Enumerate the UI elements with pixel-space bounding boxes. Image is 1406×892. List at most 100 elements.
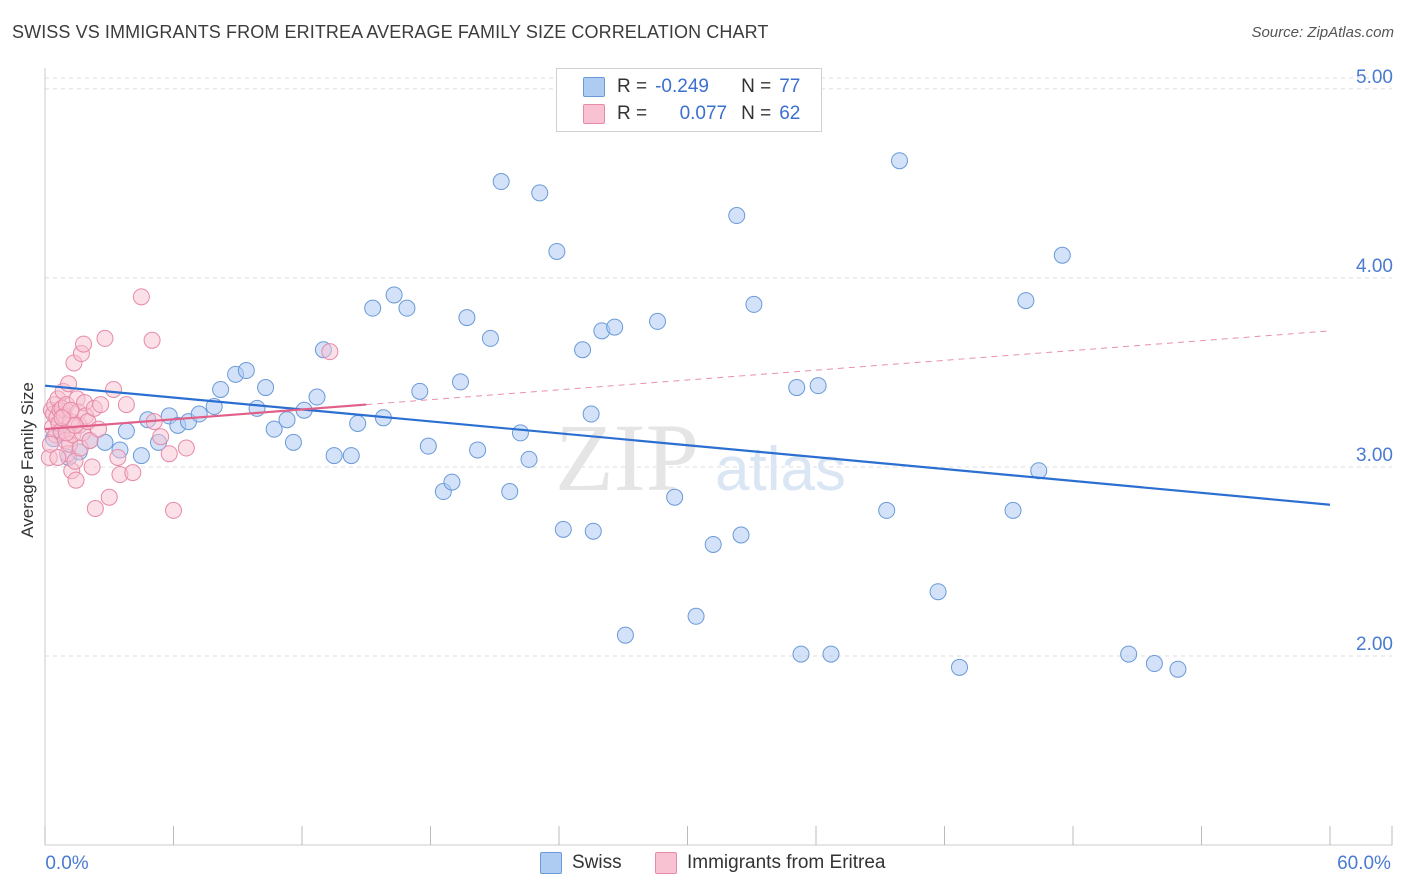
eritrea-point bbox=[143, 331, 161, 349]
legend-row-swiss: R = -0.249 N = 77 bbox=[557, 73, 800, 101]
swiss-point bbox=[554, 520, 572, 538]
eritrea-point bbox=[321, 343, 339, 361]
trend-lines bbox=[44, 330, 1331, 506]
swiss-points bbox=[45, 152, 1187, 678]
swiss-r-label: R = bbox=[617, 76, 648, 97]
swiss-point bbox=[511, 424, 529, 442]
eritrea-swatch bbox=[583, 104, 605, 124]
eritrea-n-value: 62 bbox=[779, 103, 801, 124]
watermark-atlas: atlas bbox=[715, 435, 846, 504]
eritrea-point bbox=[152, 428, 170, 446]
swiss-point bbox=[501, 483, 519, 501]
eritrea-point bbox=[83, 458, 101, 476]
swiss-point bbox=[878, 501, 896, 519]
swiss-point bbox=[237, 362, 255, 380]
swiss-point bbox=[325, 447, 343, 465]
correlation-legend: R = -0.249 N = 77 R = 0.077 N = 62 bbox=[556, 68, 822, 132]
swiss-point bbox=[704, 535, 722, 553]
eritrea-point bbox=[109, 449, 127, 466]
y-tick-label: 3.00 bbox=[1356, 445, 1393, 466]
swiss-r-value: -0.249 bbox=[655, 76, 709, 97]
swiss-point bbox=[117, 422, 135, 440]
swiss-point bbox=[492, 173, 510, 191]
swiss-point bbox=[666, 488, 684, 506]
swiss-point bbox=[584, 522, 602, 540]
swiss-point bbox=[419, 437, 437, 455]
swiss-point bbox=[1004, 501, 1022, 519]
swiss-point bbox=[265, 420, 283, 438]
swiss-point bbox=[531, 184, 549, 202]
swiss-point bbox=[732, 526, 750, 544]
eritrea-trend-line bbox=[44, 403, 367, 431]
bottom-eritrea-swatch bbox=[655, 852, 677, 874]
swiss-trend-line bbox=[44, 384, 1331, 506]
swiss-point bbox=[649, 312, 667, 330]
eritrea-point bbox=[124, 464, 142, 482]
y-tick-label: 5.00 bbox=[1356, 67, 1393, 88]
swiss-point bbox=[1120, 645, 1138, 663]
swiss-point bbox=[1145, 655, 1163, 673]
swiss-point bbox=[616, 626, 634, 644]
swiss-point bbox=[548, 242, 566, 260]
swiss-point bbox=[212, 380, 230, 398]
swiss-point bbox=[349, 414, 367, 432]
y-tick-label: 2.00 bbox=[1356, 634, 1393, 655]
swiss-point bbox=[385, 286, 403, 304]
eritrea-point bbox=[177, 439, 195, 457]
swiss-point bbox=[451, 373, 469, 391]
swiss-point bbox=[132, 447, 150, 465]
swiss-point bbox=[190, 405, 208, 423]
swiss-n-value: 77 bbox=[779, 76, 801, 97]
x-tick-label-max: 60.0% bbox=[1337, 853, 1391, 874]
y-axis-title: Average Family Size bbox=[18, 382, 37, 538]
swiss-point bbox=[809, 377, 827, 395]
eritrea-r-label: R = bbox=[617, 103, 648, 124]
swiss-point bbox=[1053, 246, 1071, 264]
swiss-point bbox=[728, 207, 746, 225]
eritrea-point bbox=[75, 335, 93, 353]
swiss-point bbox=[950, 658, 968, 676]
eritrea-point bbox=[49, 449, 67, 466]
swiss-point bbox=[687, 607, 705, 625]
swiss-point bbox=[891, 152, 909, 170]
swiss-point bbox=[745, 295, 763, 313]
swiss-point bbox=[582, 405, 600, 423]
eritrea-point bbox=[67, 471, 85, 489]
bottom-legend-eritrea: Immigrants from Eritrea bbox=[655, 852, 885, 874]
eritrea-point bbox=[165, 501, 182, 519]
swiss-point bbox=[606, 318, 624, 336]
bottom-swiss-label: Swiss bbox=[572, 852, 622, 873]
swiss-point bbox=[788, 379, 806, 397]
swiss-point bbox=[342, 447, 360, 465]
swiss-point bbox=[257, 379, 275, 397]
eritrea-point bbox=[96, 329, 114, 347]
swiss-point bbox=[308, 388, 326, 406]
swiss-swatch bbox=[583, 77, 605, 97]
swiss-n-label: N = bbox=[741, 76, 772, 97]
bottom-legend-swiss: Swiss bbox=[540, 852, 622, 874]
tick-labels: 2.00 3.00 4.00 5.00 0.0% 60.0% bbox=[45, 67, 1393, 874]
swiss-point bbox=[284, 433, 302, 451]
eritrea-trend-line-extension bbox=[366, 330, 1331, 406]
eritrea-point bbox=[132, 288, 150, 306]
swiss-point bbox=[278, 411, 296, 429]
bottom-swiss-swatch bbox=[540, 852, 562, 874]
swiss-point bbox=[792, 645, 810, 663]
eritrea-point bbox=[92, 396, 110, 414]
eritrea-point bbox=[160, 445, 178, 463]
swiss-point bbox=[574, 341, 592, 359]
swiss-point bbox=[1017, 292, 1035, 310]
swiss-point bbox=[411, 382, 429, 400]
legend-row-eritrea: R = 0.077 N = 62 bbox=[557, 100, 800, 128]
eritrea-n-label: N = bbox=[741, 103, 772, 124]
eritrea-point bbox=[41, 435, 59, 453]
source-label: Source: ZipAtlas.com bbox=[1251, 24, 1394, 41]
eritrea-point bbox=[100, 488, 118, 506]
y-tick-label: 4.00 bbox=[1356, 256, 1393, 277]
eritrea-points bbox=[40, 288, 339, 519]
eritrea-point bbox=[117, 396, 135, 414]
swiss-point bbox=[443, 473, 461, 491]
swiss-point bbox=[469, 441, 487, 459]
eritrea-point bbox=[53, 409, 71, 427]
